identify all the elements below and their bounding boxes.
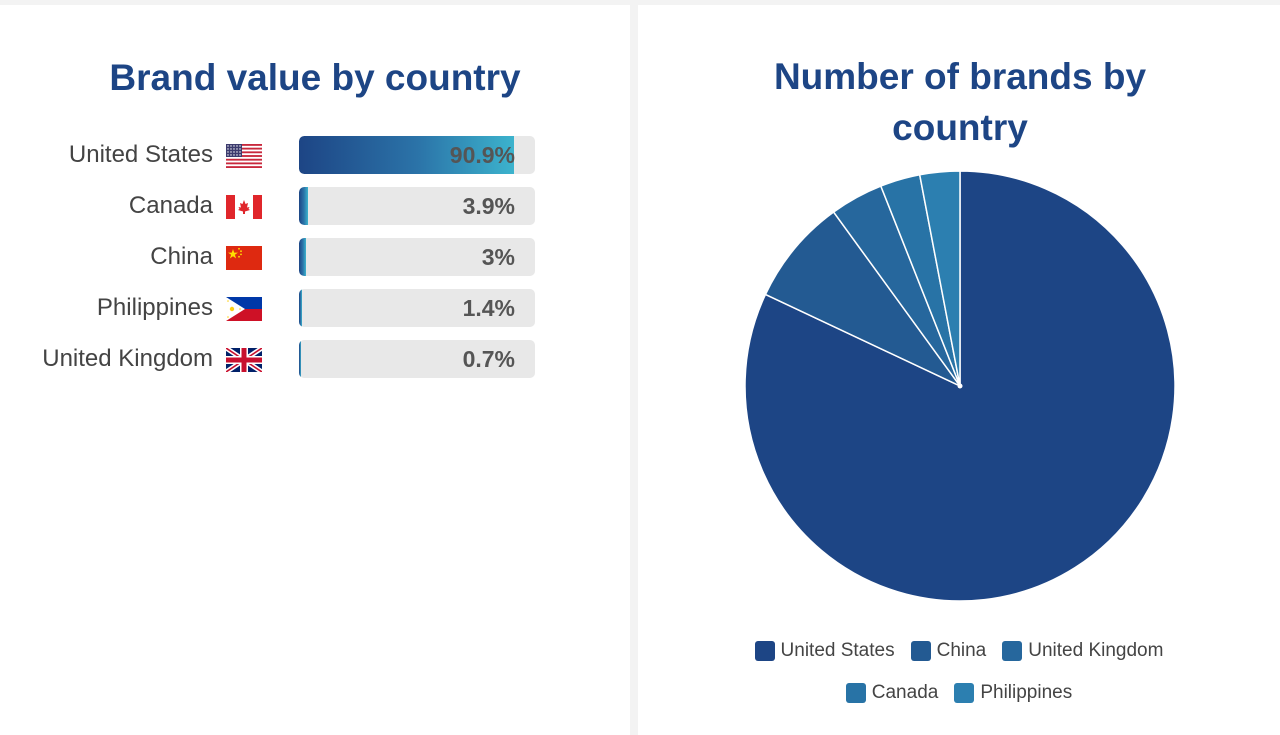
pie-legend-row-2: Canada Philippines xyxy=(638,682,1280,706)
brand-count-title: Number of brands by country xyxy=(773,56,1147,148)
pie-center-dot xyxy=(957,383,963,389)
pie-slice-united-states xyxy=(744,170,1176,602)
brand-value-title: Brand value by country xyxy=(109,57,521,98)
bar-value-china: 3% xyxy=(481,244,515,270)
us-flag-icon xyxy=(226,144,262,168)
bar-value-united-states: 90.9% xyxy=(449,142,515,168)
bar-fill-united-states xyxy=(299,136,514,174)
bar-row-canada: Canada 3.9% xyxy=(0,187,630,225)
bar-row-china: China 3% xyxy=(0,238,630,276)
bar-value-philippines: 1.4% xyxy=(462,295,515,321)
bar-track-philippines: 1.4% xyxy=(299,289,535,327)
bar-track-united-kingdom: 0.7% xyxy=(299,340,535,378)
legend-item-united-states[interactable]: United States xyxy=(754,640,895,662)
bar-value-canada: 3.9% xyxy=(462,193,515,219)
legend-label-china: China xyxy=(936,640,987,661)
legend-item-united-kingdom[interactable]: United Kingdom xyxy=(1002,640,1163,662)
bar-row-united-kingdom: United Kingdom 0.7% xyxy=(0,340,630,378)
legend-swatch-china xyxy=(910,641,931,661)
bar-label-united-kingdom: United Kingdom xyxy=(42,345,213,372)
bar-track-united-states: 90.9% xyxy=(299,136,535,174)
brand-value-panel: Brand value by country United States 90.9… xyxy=(0,5,630,735)
pie-slice-philippines xyxy=(918,170,961,387)
brand-count-pie-chart xyxy=(744,170,1176,602)
bar-label-china: China xyxy=(150,243,213,270)
legend-item-canada[interactable]: Canada xyxy=(845,682,939,704)
bar-label-philippines: Philippines xyxy=(96,294,213,321)
bar-value-united-kingdom: 0.7% xyxy=(462,346,515,372)
legend-item-philippines[interactable]: Philippines xyxy=(954,682,1072,704)
bar-label-united-states: United States xyxy=(68,141,213,168)
uk-flag-icon xyxy=(226,348,262,372)
legend-swatch-philippines xyxy=(954,683,975,703)
legend-swatch-united-states xyxy=(754,641,775,661)
bar-fill-china xyxy=(299,238,307,276)
bar-label-canada: Canada xyxy=(128,192,213,219)
legend-label-canada: Canada xyxy=(871,682,939,703)
legend-item-china[interactable]: China xyxy=(910,640,987,662)
bar-row-united-states: United States 90.9% xyxy=(0,136,630,174)
legend-swatch-canada xyxy=(845,683,866,703)
pie-legend-row-1: United States China United Kingdom xyxy=(638,640,1280,664)
legend-label-united-kingdom: United Kingdom xyxy=(1028,640,1164,661)
bar-track-canada: 3.9% xyxy=(299,187,535,225)
bar-track-china: 3% xyxy=(299,238,535,276)
legend-label-united-states: United States xyxy=(780,640,895,661)
philippines-flag-icon xyxy=(226,297,262,321)
bar-fill-united-kingdom xyxy=(299,340,301,378)
bar-fill-philippines xyxy=(299,289,303,327)
pie-slice-china xyxy=(764,211,961,387)
china-flag-icon xyxy=(226,246,262,270)
legend-label-philippines: Philippines xyxy=(980,682,1073,703)
bar-row-philippines: Philippines 1.4% xyxy=(0,289,630,327)
legend-swatch-united-kingdom xyxy=(1002,641,1023,661)
bar-fill-canada xyxy=(299,187,309,225)
brand-count-panel: Number of brands by country United State… xyxy=(638,5,1280,735)
canada-flag-icon xyxy=(226,195,262,219)
